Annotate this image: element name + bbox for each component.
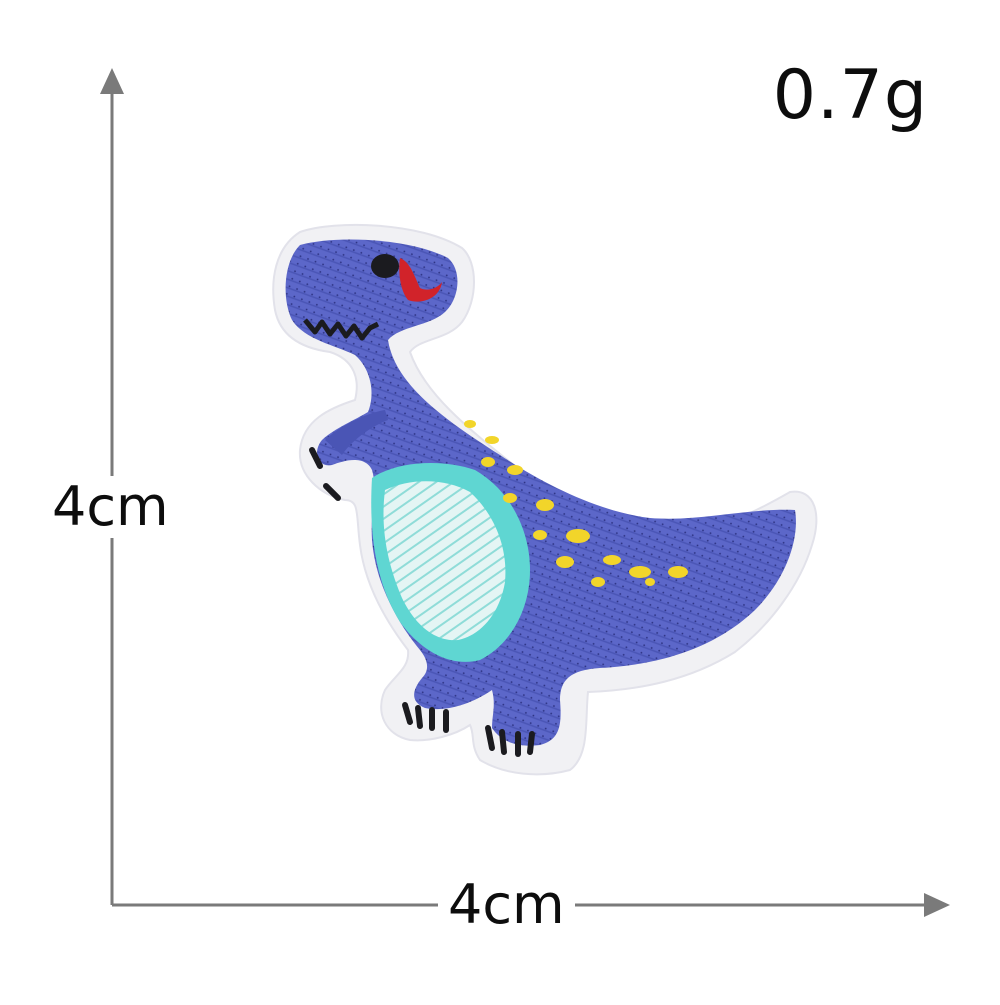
weight-label: 0.7g: [772, 56, 928, 135]
dino-belly-inner: [383, 481, 506, 641]
arrow-head-icon: [100, 68, 124, 94]
width-dimension-label: 4cm: [438, 878, 575, 932]
dino-arm: [325, 410, 388, 455]
dino-mouth: [399, 258, 442, 302]
dino-spots: [464, 420, 688, 587]
height-dimension-label: 4cm: [52, 475, 169, 538]
dino-teeth: [303, 318, 380, 341]
dino-eye: [371, 254, 399, 278]
dino-claws: [309, 447, 535, 757]
dinosaur-embroidered-patch-icon: [272, 223, 818, 776]
arrow-head-icon: [924, 893, 950, 917]
